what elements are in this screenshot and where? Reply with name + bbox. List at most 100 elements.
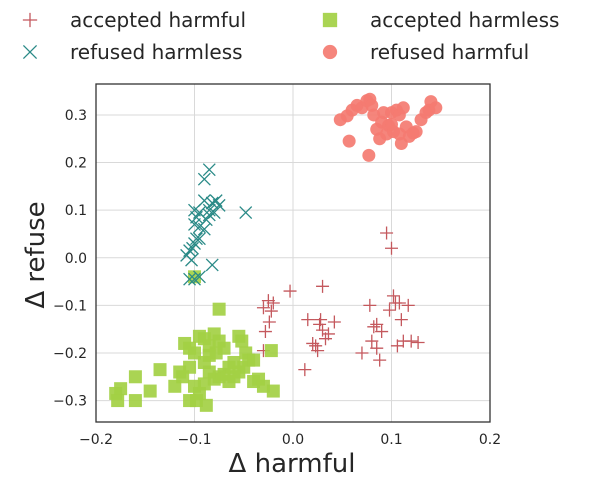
x-tick-label: 0.2 <box>479 432 501 448</box>
accepted-harmful-point <box>266 296 280 310</box>
accepted-harmful-point <box>375 325 389 339</box>
refused-harmless-point <box>202 163 216 177</box>
legend-label-refused-harmful: refused harmful <box>370 40 529 64</box>
accepted-harmful-point <box>264 304 278 318</box>
x-tick-label: 0.0 <box>282 432 304 448</box>
refused-harmless-point <box>205 258 219 272</box>
accepted-harmful-point <box>363 298 377 312</box>
accepted-harmful-point <box>370 317 384 331</box>
plot-frame <box>95 83 491 423</box>
accepted-harmless-point <box>264 344 278 358</box>
refused-harmful-point <box>409 125 423 139</box>
accepted-harmful-point <box>411 335 425 349</box>
y-tick-label: 0.2 <box>65 156 87 172</box>
accepted-harmless-point <box>202 348 216 362</box>
accepted-harmful-point <box>316 323 330 337</box>
refused-harmless-point <box>183 272 197 286</box>
accepted-harmless-point <box>178 336 192 350</box>
accepted-harmless-point <box>143 384 157 398</box>
accepted-harmful-point <box>367 320 381 334</box>
refused-harmful-point <box>342 134 356 148</box>
x-tick-label: −0.1 <box>178 432 212 448</box>
legend-marker-refused-harmful <box>322 44 338 60</box>
accepted-harmless-point <box>153 363 167 377</box>
refused-harmful-point <box>396 101 410 115</box>
accepted-harmless-point <box>189 394 203 408</box>
accepted-harmless-point <box>128 394 142 408</box>
accepted-harmful-point <box>392 296 406 310</box>
refused-harmless-point <box>192 232 206 246</box>
refused-harmful-point <box>385 117 398 131</box>
y-tick-label: −0.1 <box>53 298 87 314</box>
x-tick-label: 0.1 <box>380 432 402 448</box>
refused-harmful-point <box>419 106 433 120</box>
accepted-harmful-point <box>327 315 341 329</box>
refused-harmful-point <box>362 148 376 162</box>
y-tick-label: 0.0 <box>65 251 87 267</box>
x-axis-label: Δ harmful <box>229 449 356 479</box>
accepted-harmful-point <box>365 334 379 348</box>
accepted-harmful-point <box>404 334 418 348</box>
accepted-harmful-point <box>298 363 312 377</box>
accepted-harmful-point <box>355 346 369 360</box>
y-tick-label: −0.2 <box>53 346 87 362</box>
refused-harmless-point <box>190 210 203 224</box>
y-tick-label: 0.1 <box>65 203 87 219</box>
accepted-harmless-point <box>247 353 261 367</box>
y-tick-label: 0.3 <box>65 108 87 124</box>
refused-harmless-point <box>185 253 199 267</box>
x-axis-ticks: −0.2 −0.1 0.0 0.1 0.2 <box>79 432 501 448</box>
accepted-harmful-point <box>311 344 325 358</box>
accepted-harmful-point <box>283 284 297 298</box>
legend-label-accepted-harmful: accepted harmful <box>70 8 246 32</box>
refused-harmless-point <box>192 270 206 284</box>
accepted-harmful-point <box>316 279 330 293</box>
accepted-harmful-point <box>385 241 398 255</box>
accepted-harmful-point <box>314 313 328 327</box>
refused-harmful-point <box>392 127 406 141</box>
data-points <box>109 92 443 412</box>
y-tick-label: −0.3 <box>53 394 87 410</box>
legend-marker-accepted-harmful <box>22 12 38 28</box>
accepted-harmless-point <box>176 370 190 384</box>
accepted-harmless-point <box>111 394 125 408</box>
legend-label-refused-harmless: refused harmless <box>70 40 243 64</box>
accepted-harmless-point <box>128 370 142 384</box>
accepted-harmless-point <box>199 398 213 412</box>
accepted-harmful-point <box>386 289 400 303</box>
legend-marker-accepted-harmless <box>322 12 338 28</box>
legend-label-accepted-harmless: accepted harmless <box>370 8 559 32</box>
refused-harmless-point <box>197 222 211 236</box>
accepted-harmless-point <box>256 379 270 393</box>
accepted-harmful-point <box>401 298 415 312</box>
refused-harmless-point <box>197 172 211 186</box>
accepted-harmful-point <box>321 327 335 341</box>
refused-harmless-point <box>190 232 203 246</box>
refused-harmless-point <box>239 206 253 219</box>
accepted-harmful-point <box>373 353 387 367</box>
accepted-harmless-point <box>197 377 211 391</box>
accepted-harmful-point <box>370 341 384 355</box>
refused-harmless-point <box>188 203 201 217</box>
accepted-harmless-point <box>222 375 236 389</box>
refused-harmful-point <box>429 101 443 115</box>
accepted-harmless-point <box>212 302 226 316</box>
x-tick-label: −0.2 <box>79 432 113 448</box>
legend: accepted harmful accepted harmless refused… <box>22 8 559 64</box>
accepted-harmful-point <box>383 303 397 317</box>
accepted-harmless-point <box>217 341 231 355</box>
accepted-harmful-point <box>262 315 276 329</box>
accepted-harmful-point <box>306 336 320 350</box>
accepted-harmless-point <box>235 334 249 348</box>
accepted-harmful-point <box>380 226 394 240</box>
y-axis-label: Δ refuse <box>21 201 51 308</box>
accepted-harmful-point <box>258 325 272 339</box>
legend-marker-refused-harmless <box>22 44 38 60</box>
accepted-harmful-point <box>301 313 315 327</box>
accepted-harmless-point <box>266 384 280 398</box>
accepted-harmful-point <box>256 301 270 315</box>
y-axis-ticks: −0.3 −0.2 −0.1 0.0 0.1 0.2 0.3 <box>53 108 87 410</box>
refused-harmless-point <box>192 220 206 234</box>
